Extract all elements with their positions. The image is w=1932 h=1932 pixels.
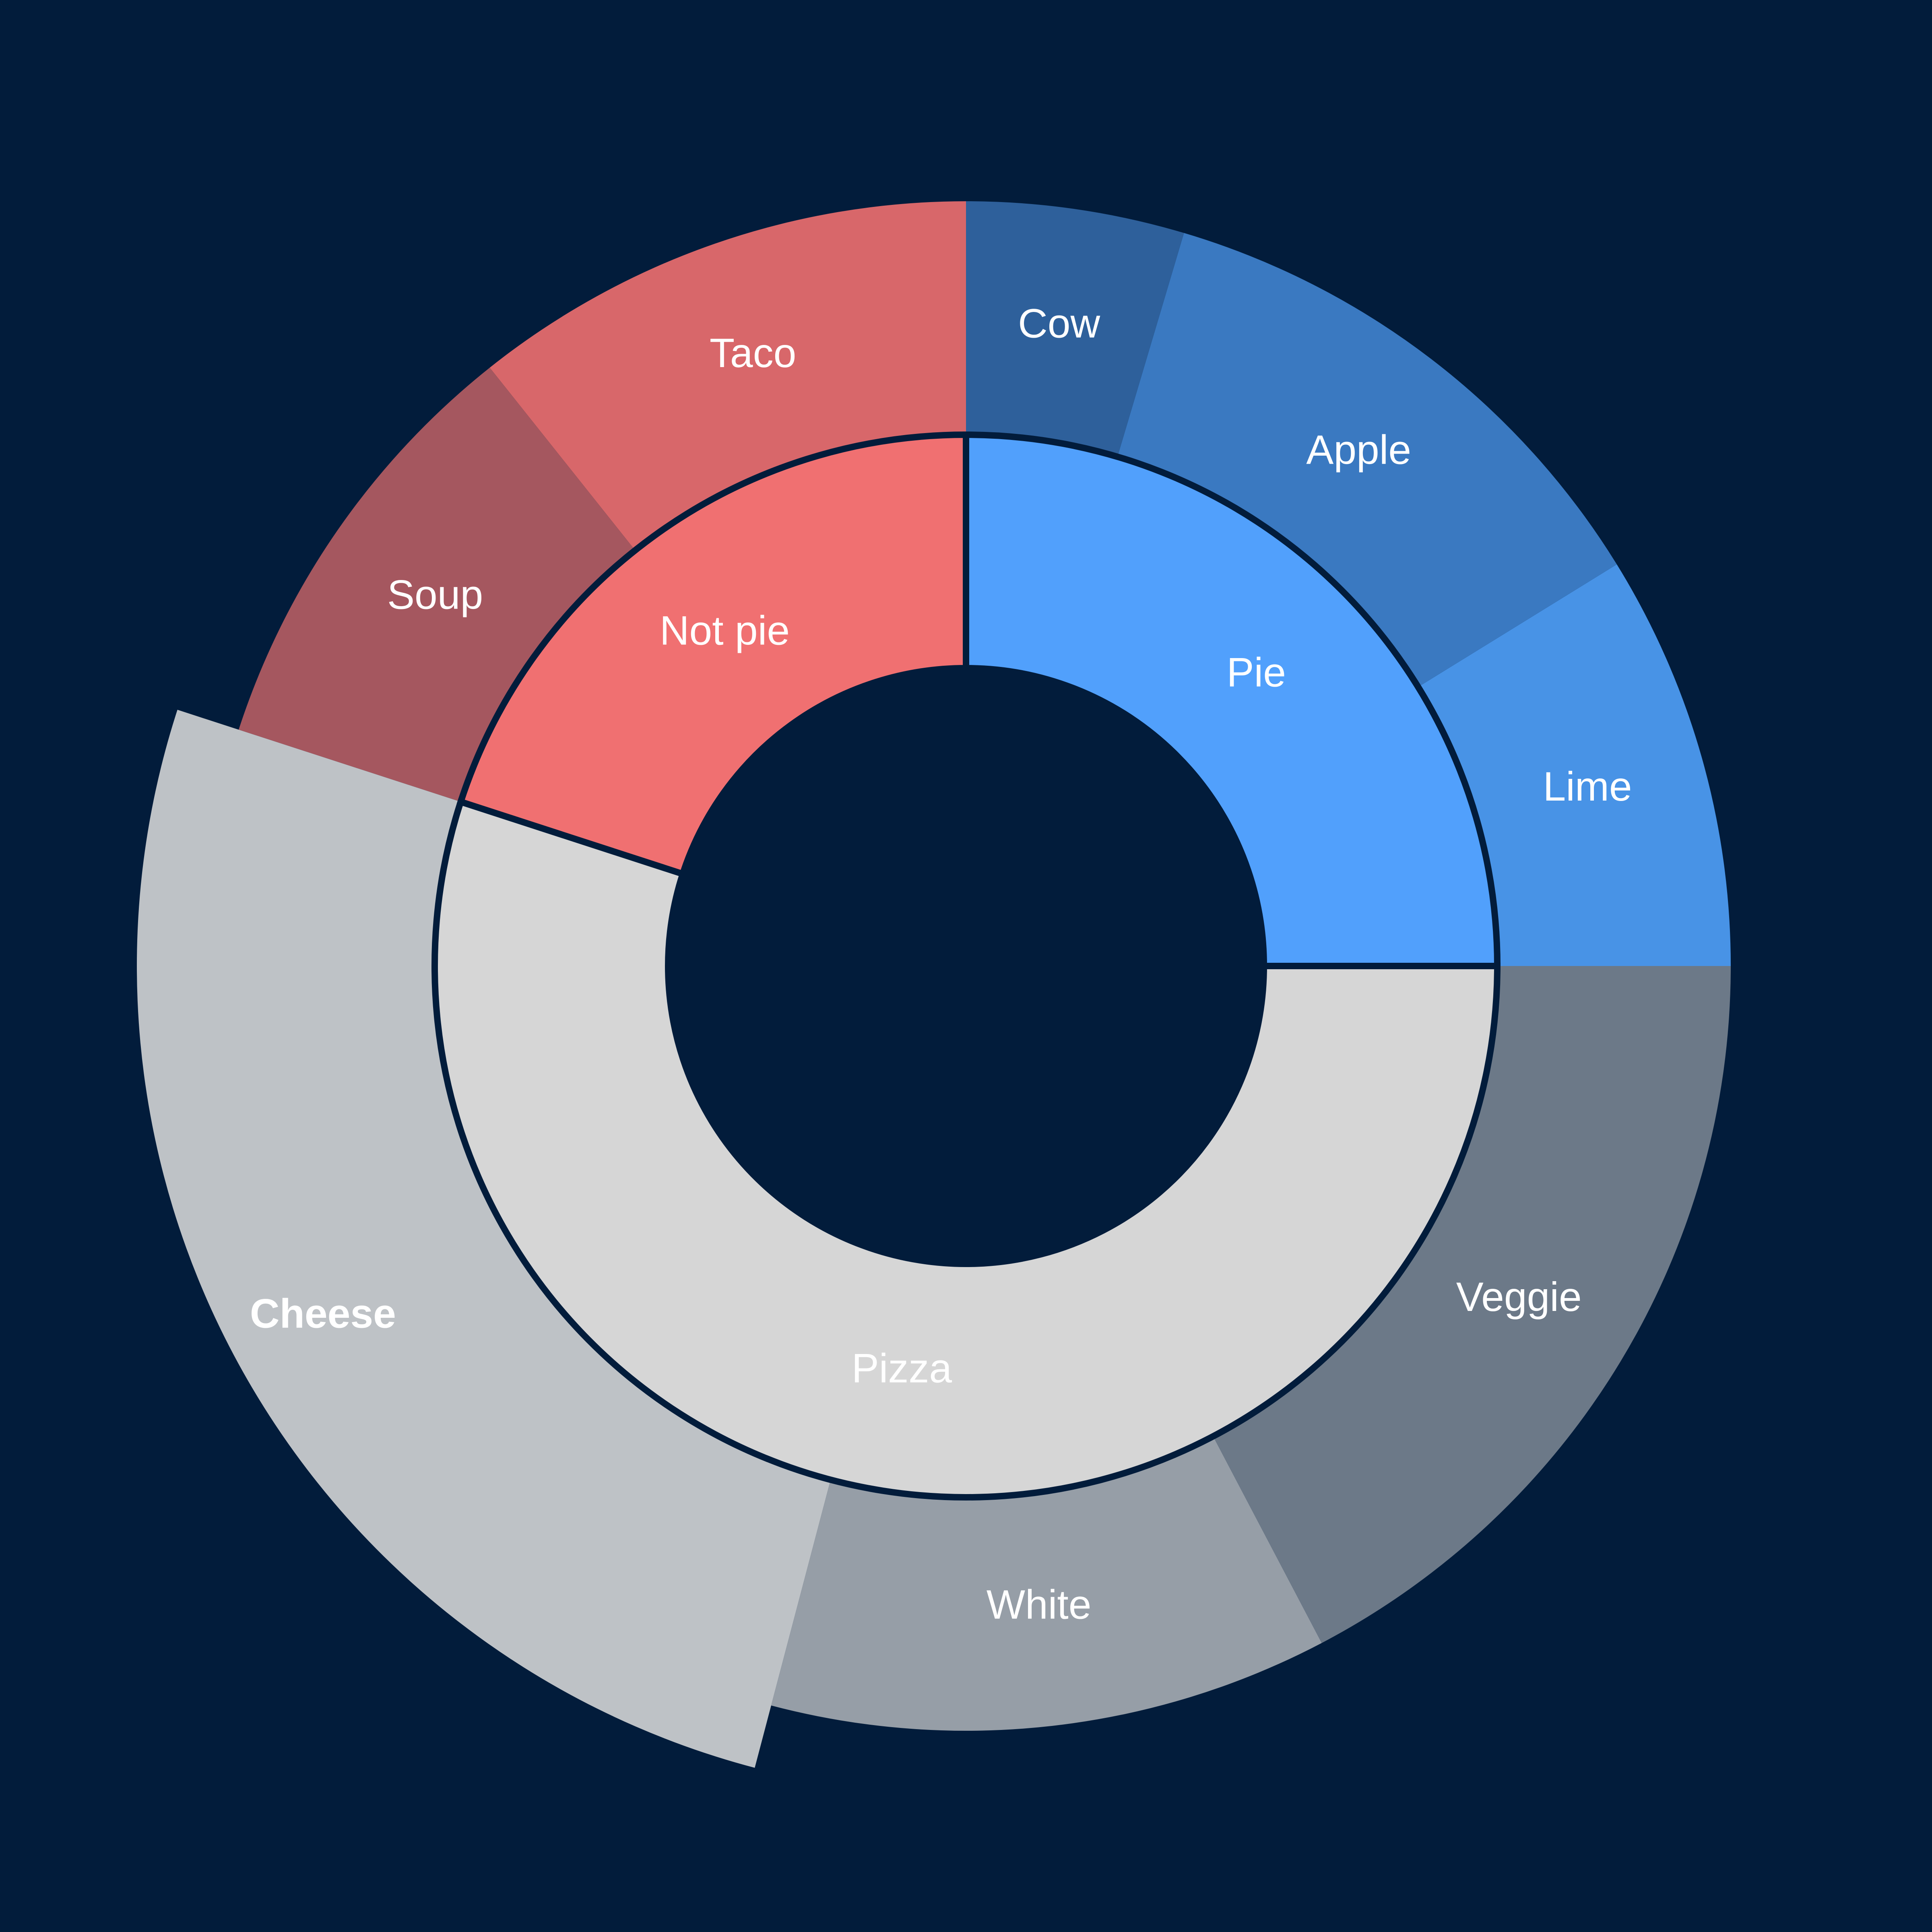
label-not-pie: Not pie (660, 608, 790, 654)
label-cow: Cow (1018, 301, 1100, 347)
chart-slices (137, 201, 1731, 1768)
label-pie: Pie (1227, 650, 1286, 696)
slice-cow[interactable] (966, 201, 1184, 457)
slice-apple[interactable] (1117, 233, 1617, 687)
label-soup: Soup (387, 572, 483, 617)
label-white: White (987, 1582, 1092, 1628)
slice-soup[interactable] (238, 367, 635, 802)
chart-labels: Lime Apple Cow Taco Soup Cheese White Veggie Pie… (250, 301, 1632, 1628)
slice-lime[interactable] (1418, 564, 1731, 966)
label-pizza: Pizza (852, 1345, 952, 1391)
slice-pie[interactable] (963, 431, 1501, 969)
label-cheese: Cheese (250, 1291, 396, 1337)
label-lime: Lime (1543, 764, 1632, 809)
label-veggie: Veggie (1456, 1274, 1582, 1320)
slice-veggie[interactable] (1213, 966, 1731, 1643)
slice-taco[interactable] (489, 201, 966, 551)
slice-white[interactable] (771, 1436, 1322, 1731)
label-apple: Apple (1306, 427, 1411, 473)
label-taco: Taco (710, 330, 796, 376)
slice-cheese[interactable] (137, 710, 831, 1768)
slice-not-pie[interactable] (456, 431, 969, 878)
slice-pizza[interactable] (431, 798, 1501, 1501)
